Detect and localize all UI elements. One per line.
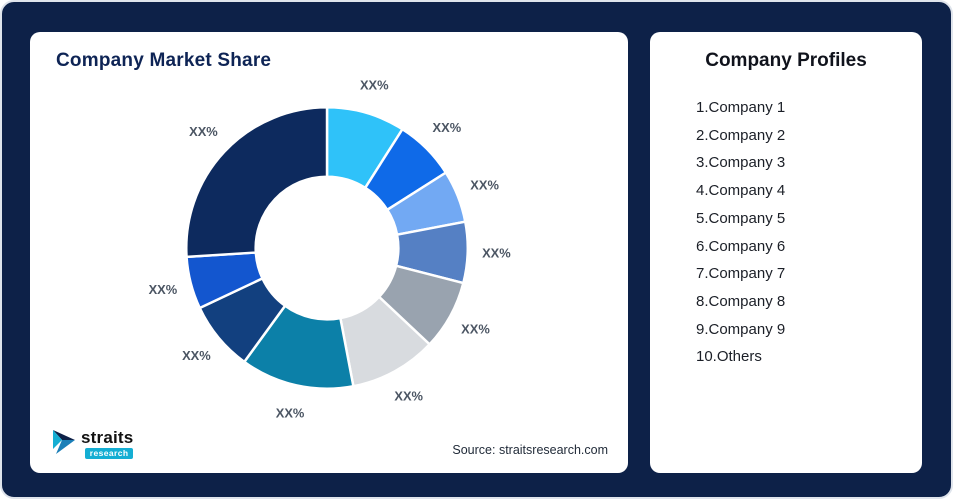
profile-list-item: 6.Company 6 — [696, 237, 786, 255]
profile-list-item: 4.Company 4 — [696, 182, 786, 200]
donut-slice-10 — [185, 106, 329, 259]
straits-logo: straits research — [52, 427, 134, 459]
profile-list-item: 3.Company 3 — [696, 154, 786, 172]
profile-list-item: 10.Others — [696, 348, 762, 366]
logo-arrow-icon — [53, 429, 75, 454]
logo-subtitle: research — [84, 447, 134, 459]
slice-label: XX% — [461, 322, 490, 337]
market-share-card: Company Market Share XX% XX% XX% XX% XX% XX% X… — [30, 32, 628, 473]
slice-label: XX% — [433, 120, 462, 135]
profile-list-item: 8.Company 8 — [696, 292, 786, 310]
profile-list-item: 5.Company 5 — [696, 209, 786, 227]
company-profiles-card: Company Profiles 1.Company 1 2.Company 2 3… — [650, 32, 922, 473]
profiles-title: Company Profiles — [705, 50, 867, 71]
profile-list-item: 2.Company 2 — [696, 126, 786, 144]
slice-label: XX% — [394, 388, 423, 403]
slice-label: XX% — [360, 77, 389, 92]
profile-list-item: 1.Company 1 — [696, 99, 786, 116]
chart-title: Company Market Share — [56, 50, 272, 71]
slice-label: XX% — [182, 348, 211, 363]
profile-list-item: 9.Company 9 — [696, 320, 786, 338]
slice-label: XX% — [276, 405, 305, 420]
slice-label: XX% — [470, 178, 499, 193]
slice-label: XX% — [189, 124, 218, 139]
profiles-list: 1.Company 1 2.Company 2 3.Company 3 4.Compa… — [650, 32, 922, 371]
profile-list-item: 7.Company 7 — [696, 265, 786, 283]
logo-text: straits research — [81, 427, 134, 459]
source-text: Source: straitsresearch.com — [452, 443, 608, 457]
donut-chart: XX% XX% XX% XX% XX% XX% XX% XX% XX% XX% — [149, 77, 512, 420]
slice-label: XX% — [149, 282, 178, 297]
logo-brand: straits — [81, 427, 134, 447]
slice-label: XX% — [482, 245, 511, 260]
